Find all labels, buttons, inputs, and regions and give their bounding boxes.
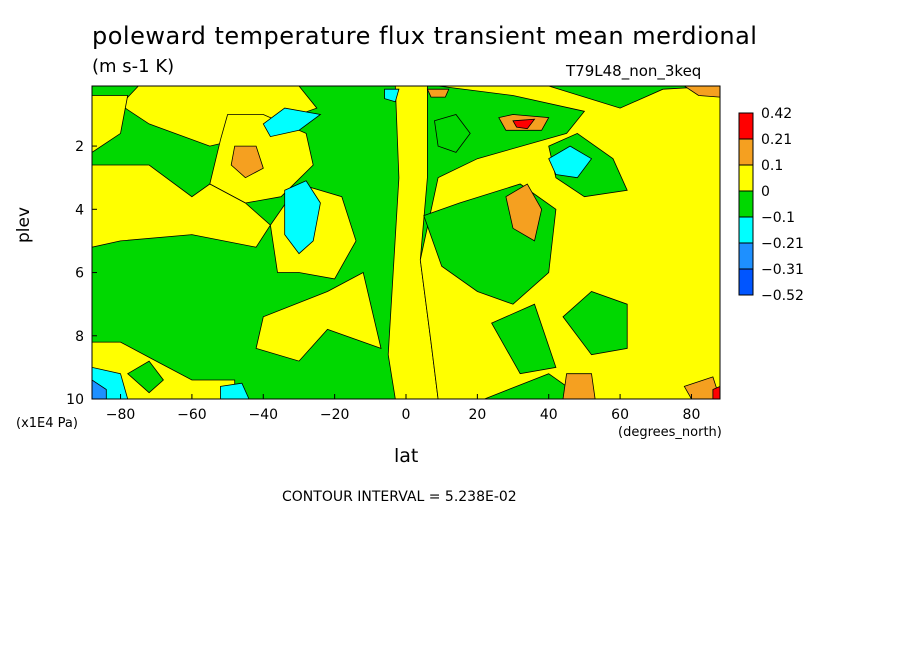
contour-region-5: [255, 271, 382, 362]
y-axis-units: (x1E4 Pa): [16, 416, 78, 431]
y-tick-label-2: 6: [75, 266, 84, 282]
contour-region-27: [683, 376, 720, 399]
contour-fill-layer: [92, 86, 720, 399]
contour-region-23: [505, 183, 543, 242]
colorbar-label-7: −0.52: [761, 288, 804, 304]
colorbar-swatch-3: [738, 190, 754, 218]
contour-region-26: [426, 88, 450, 98]
contour-region-17: [384, 88, 400, 103]
colorbar-label-1: 0.21: [761, 132, 792, 148]
chart-title: poleward temperature flux transient mean…: [92, 22, 758, 50]
colorbar-swatch-5: [738, 242, 754, 270]
y-tick-layer: 2 4 6 8 10: [66, 139, 97, 408]
contour-interval-note: CONTOUR INTERVAL = 5.238E-02: [282, 489, 517, 505]
x-axis-label: lat: [394, 445, 419, 467]
contour-region-22: [230, 145, 264, 179]
y-tick-label-1: 4: [75, 202, 84, 218]
colorbar-swatch-4: [738, 216, 754, 244]
contour-region-1: [92, 95, 129, 153]
contour-region-30: [712, 385, 720, 399]
colorbar: 0.42 0.21 0.1 0 −0.1 −0.21 −0.31 −0.52: [738, 106, 804, 304]
colorbar-label-4: −0.1: [761, 210, 795, 226]
x-tick-label-2: −40: [248, 407, 278, 423]
x-tick-label-8: 80: [683, 407, 701, 423]
y-tick-label-0: 2: [75, 139, 84, 155]
colorbar-label-3: 0: [761, 184, 770, 200]
y-tick-label-3: 8: [75, 329, 84, 345]
contour-region-16: [262, 107, 322, 138]
contour-region-6: [387, 86, 439, 399]
contour-region-4: [269, 183, 357, 280]
colorbar-swatch-1: [738, 138, 754, 166]
x-tick-label-1: −60: [177, 407, 207, 423]
contour-region-13: [548, 132, 628, 198]
x-tick-label-7: 60: [611, 407, 629, 423]
contour-region-11: [562, 291, 628, 356]
contour-region-28: [683, 86, 720, 98]
contour-region-8: [92, 341, 236, 399]
colorbar-label-0: 0.42: [761, 106, 792, 122]
x-tick-layer: −80 −60 −40 −20 0 20 40 60 80: [106, 394, 701, 423]
x-tick-label-3: −20: [320, 407, 350, 423]
units-label: (m s-1 K): [92, 56, 175, 77]
x-tick-label-6: 40: [540, 407, 558, 423]
colorbar-swatch-6: [738, 268, 754, 296]
contour-region-15: [284, 180, 321, 255]
x-tick-label-0: −80: [106, 407, 136, 423]
plot-background: [92, 86, 720, 399]
contour-region-21: [92, 379, 107, 399]
y-tick-label-4: 10: [66, 392, 84, 408]
contour-region-24: [498, 114, 550, 131]
contour-region-25: [562, 373, 596, 399]
contour-region-29: [512, 118, 536, 130]
contour-region-14: [127, 360, 164, 394]
dataset-label: T79L48_non_3keq: [566, 62, 702, 80]
colorbar-label-5: −0.21: [761, 236, 804, 252]
x-tick-label-4: 0: [402, 407, 411, 423]
contour-region-2: [209, 114, 314, 204]
plot-frame: [91, 85, 721, 400]
colorbar-swatch-0: [738, 112, 754, 140]
contour-region-20: [220, 382, 250, 399]
x-tick-label-5: 20: [468, 407, 486, 423]
contour-region-19: [92, 366, 129, 399]
x-axis-units: (degrees_north): [618, 425, 722, 440]
contour-region-12: [434, 114, 471, 153]
contour-region-0: [119, 86, 318, 147]
y-axis-label: plev: [14, 206, 34, 243]
contour-region-10: [491, 303, 557, 375]
colorbar-swatch-2: [738, 164, 754, 192]
colorbar-label-2: 0.1: [761, 158, 783, 174]
contour-region-9: [423, 183, 557, 305]
contour-region-3: [92, 164, 271, 248]
contour-region-18: [548, 145, 593, 179]
contour-region-7: [419, 86, 720, 399]
colorbar-label-6: −0.31: [761, 262, 804, 278]
